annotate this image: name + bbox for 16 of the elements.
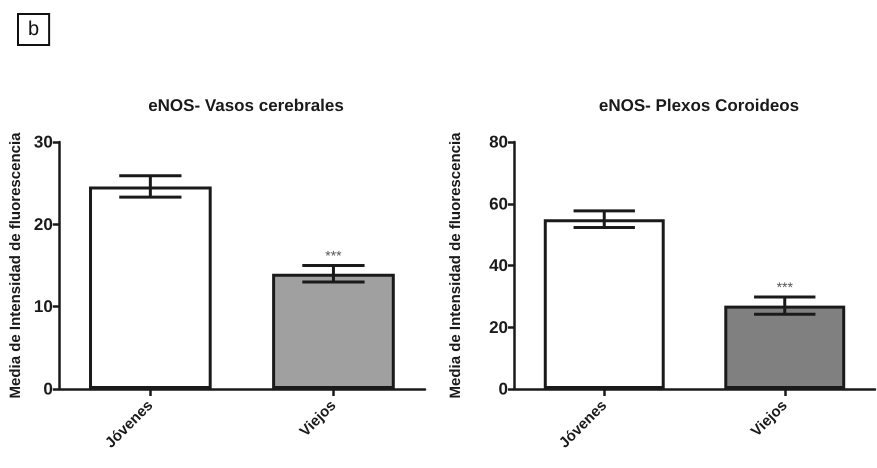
y-tick-label: 0: [43, 380, 53, 398]
y-tick-label: 20: [34, 214, 53, 234]
y-axis-title: Media de Intensidad de fluorescencia: [447, 132, 464, 398]
y-axis-title: Media de Intensidad de fluorescencia: [7, 132, 24, 398]
y-tick-label: 60: [489, 194, 508, 214]
y-tick-label: 20: [489, 318, 508, 337]
y-tick-label: 10: [34, 297, 53, 316]
chart-title: eNOS- Vasos cerebrales: [148, 96, 344, 115]
text: b: [28, 18, 40, 40]
annotation: ***: [325, 248, 342, 264]
y-tick-label: 40: [489, 256, 508, 275]
y-tick-label: 0: [498, 380, 508, 398]
chart-title: eNOS- Plexos Coroideos: [598, 96, 800, 115]
y-tick-label: 80: [489, 132, 508, 152]
annotation: ***: [776, 278, 794, 295]
y-tick-label: 30: [34, 132, 53, 152]
